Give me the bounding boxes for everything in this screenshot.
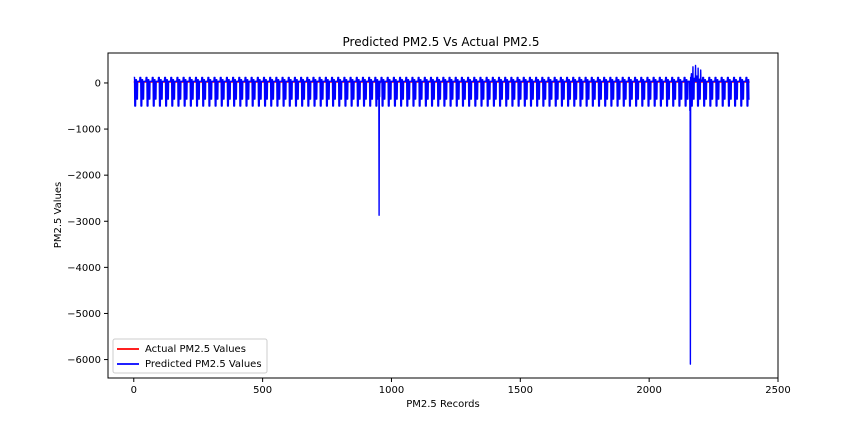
legend-label-predicted: Predicted PM2.5 Values: [145, 359, 262, 370]
series-predicted-line: [133, 64, 751, 365]
y-tick-label: −5000: [67, 309, 101, 320]
legend-label-actual: Actual PM2.5 Values: [145, 344, 246, 355]
y-tick-label: −6000: [67, 355, 101, 366]
x-tick-label: 1500: [508, 385, 533, 396]
x-axis-title: PM2.5 Records: [406, 399, 480, 410]
legend-box: [112, 338, 268, 374]
plot-area: [133, 64, 751, 365]
y-axis: 0 −1000 −2000 −3000 −4000 −5000 −6000: [67, 78, 108, 366]
x-tick-label: 2500: [765, 385, 790, 396]
y-tick-label: −4000: [67, 263, 101, 274]
x-tick-label: 0: [131, 385, 137, 396]
x-tick-label: 2000: [636, 385, 661, 396]
y-tick-label: −2000: [67, 171, 101, 182]
chart-title: Predicted PM2.5 Vs Actual PM2.5: [343, 35, 540, 49]
legend: Actual PM2.5 Values Predicted PM2.5 Valu…: [112, 338, 268, 374]
y-tick-label: −3000: [67, 217, 101, 228]
x-tick-label: 1000: [379, 385, 404, 396]
x-axis: 0 500 1000 1500 2000 2500: [131, 378, 791, 396]
y-tick-label: 0: [95, 78, 101, 89]
x-tick-label: 500: [253, 385, 272, 396]
y-axis-title: PM2.5 Values: [53, 182, 64, 248]
y-tick-label: −1000: [67, 125, 101, 136]
plot-frame: [107, 52, 779, 379]
series-layer: [133, 64, 751, 365]
